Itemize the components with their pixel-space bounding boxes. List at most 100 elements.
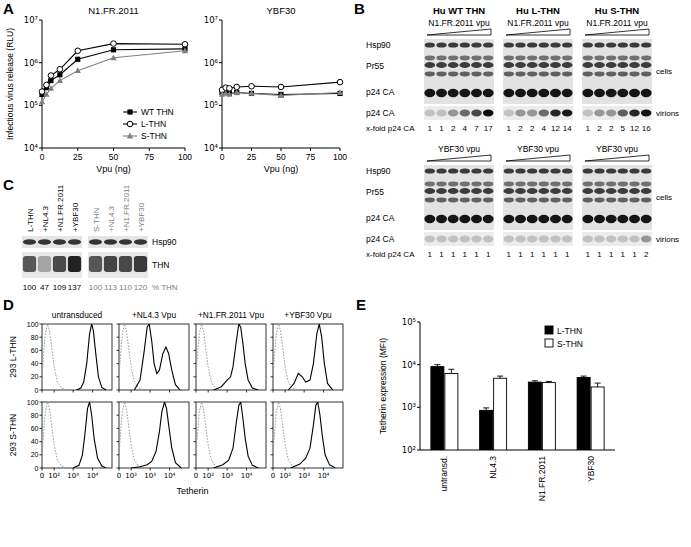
fold-value: 1 [451,250,456,259]
y-tick [39,62,42,63]
band-pr55 [515,188,526,194]
x-tick [208,468,209,471]
band-pr55 [503,188,514,194]
band-p24-cells [527,89,538,97]
band-hsp90 [641,42,651,47]
row-label: x-fold p24 CA [366,124,415,133]
panel-label: E [356,296,366,313]
band-p24-virions [436,236,447,243]
band-p24-cells [641,215,652,223]
band-p24-cells [424,89,435,97]
band-pr55 [618,182,628,187]
band-p24-cells [594,89,605,97]
band-pr55 [583,56,593,61]
marker [57,66,63,72]
lane-label: +NL4.3 [107,205,116,232]
band-pr55 [582,188,593,194]
fold-value: 2 [609,124,614,133]
titration-wedge [585,155,649,161]
y-tick-label: 20 [31,451,39,458]
band-thn [23,256,36,272]
y-tick [194,350,197,351]
band-pr55 [527,62,538,68]
bar [431,367,444,450]
x-tick [285,390,286,393]
x-tick-label: 50 [276,152,286,162]
band-hsp90 [606,42,616,47]
band-pr55 [515,62,526,68]
y-tick-label: 100 [27,321,39,328]
band-pr55 [459,188,470,194]
x-tick [285,468,286,471]
fold-value: 1 [621,250,626,259]
group-title: Hu S-THN [595,5,639,16]
y-tick [194,441,197,442]
band-pr55 [606,56,616,61]
x-tick [227,468,228,471]
band-p24-cells [459,215,470,223]
legend-label: S-THN [557,339,583,349]
y-tick [40,428,43,429]
band-hsp90 [629,42,639,47]
x-tick-label: 10² [48,472,60,480]
band-pr55 [629,198,639,203]
x-tick [208,390,209,393]
column-title: +NL4.3 Vpu [132,310,176,320]
band-pr55 [606,198,616,203]
band-hsp90 [527,42,537,47]
band-p24-cells [606,89,617,97]
band-hsp90 [134,239,147,245]
band-p24-virions [483,236,494,243]
error-cap [546,381,552,382]
band-p24-cells [527,215,538,223]
error-stem [597,383,598,387]
error-bar [546,381,552,382]
band-p24-cells [436,215,447,223]
legend-swatch [545,326,553,334]
band-hsp90 [550,42,560,47]
marker [248,90,254,96]
fold-value: 1 [507,250,512,259]
y-tick-label: 40 [31,360,39,367]
band-p24-cells [641,89,652,97]
band-pr55 [504,198,514,203]
fold-value: 5 [621,124,626,133]
band-hsp90 [23,239,36,245]
x-tick [92,468,93,471]
series-line [42,51,185,102]
y-tick [117,402,120,403]
band-hsp90 [504,168,514,173]
group-subtitle: N1.FR.2011 vpu [428,18,490,28]
marker [182,41,188,47]
band-pr55 [504,182,514,187]
band-pr55 [539,72,549,77]
y-tick [40,376,43,377]
band-pr55 [448,182,458,187]
band-pr55 [527,188,538,194]
band-pr55 [618,56,628,61]
fold-value: 12 [630,124,639,133]
band-pr55 [629,188,640,194]
band-hsp90 [483,168,493,173]
fold-value: 1 [439,124,444,133]
side-label: cells [656,193,672,202]
y-axis [420,322,421,450]
y-tick [40,402,43,403]
fold-value: 1 [439,250,444,259]
frame [196,402,266,468]
blot-virions [503,106,573,120]
y-tick [271,428,274,429]
fold-value: 1 [609,250,614,259]
x-tick [251,148,252,151]
band-pr55 [527,182,537,187]
y-tick [40,350,43,351]
frame [42,324,112,390]
marker [48,73,54,79]
band-hsp90 [562,42,572,47]
band-pr55 [425,56,435,61]
y-tick-label: 10⁶ [204,58,219,68]
band-thn [104,256,117,272]
y-tick-label: 80 [31,412,39,419]
y-tick [194,468,197,469]
x-tick [54,468,55,471]
